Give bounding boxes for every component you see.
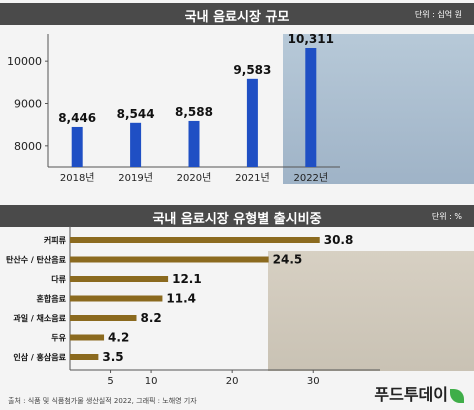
source-credit: 출처 : 식품 및 식품첨가물 생산실적 2022, 그래픽 : 노해영 기자 [8,397,197,405]
y-tick-label: 10000 [7,55,42,68]
x-tick-label: 2020년 [177,172,212,184]
data-label: 8,446 [58,111,96,125]
y-tick-label: 8000 [14,140,42,153]
chart1-header: 국내 음료시장 규모 단위 : 십억 원 [0,3,474,25]
data-label: 30.8 [324,233,354,247]
chart1-title: 국내 음료시장 규모 [184,10,290,25]
bar [70,295,163,302]
category-label: 탄산수 / 탄산음료 [6,255,67,265]
data-label: 8,588 [175,105,213,119]
x-tick-label: 10 [145,376,158,387]
bar [70,256,269,263]
data-label: 3.5 [102,350,123,364]
chart2-header: 국내 음료시장 유형별 출시비중 단위 : % [0,205,474,227]
data-label: 11.4 [166,292,196,306]
bar [70,237,320,243]
x-tick-label: 2021년 [235,172,270,184]
bar [70,315,137,321]
bar [246,78,258,167]
chart1-plot: 8000 9000 10000 8,446 2018년 8,544 2019년 8,588 20… [7,32,340,184]
category-label: 과일 / 채소음료 [13,313,66,323]
chart2-title: 국내 음료시장 유형별 출시비중 [152,212,322,227]
data-label: 12.1 [172,272,202,286]
data-label: 24.5 [273,253,303,267]
chart1-unit: 단위 : 십억 원 [414,10,462,19]
category-label: 인삼 / 홍삼음료 [13,352,66,362]
data-label: 8,544 [117,107,155,121]
category-label: 두유 [51,334,66,343]
y-tick-label: 9000 [14,98,42,111]
category-label: 커피류 [44,235,67,245]
data-label: 10,311 [288,32,334,46]
bar [305,48,317,167]
bar [70,334,105,341]
data-label: 9,583 [233,63,271,77]
x-tick-label: 30 [307,376,320,387]
chart2-unit: 단위 : % [431,212,462,221]
category-label: 혼합음료 [37,294,67,304]
data-label: 8.2 [140,311,161,325]
x-tick-label: 2022년 [293,172,328,184]
bar [130,122,142,167]
beverage-shelf-photo-2 [268,251,474,371]
brand-logo: 푸드투데이 [374,381,464,405]
category-label: 다류 [51,274,66,284]
brand-logo-text: 푸드투데이 [374,385,448,404]
bar [71,126,83,167]
data-label: 4.2 [108,331,129,345]
x-tick-label: 20 [226,376,239,387]
x-tick-label: 2019년 [118,172,153,184]
bar [188,120,200,167]
bar [70,276,169,282]
leaf-icon [450,388,464,403]
x-tick-label: 5 [107,376,113,387]
x-tick-label: 2018년 [60,172,95,184]
bar [70,354,99,360]
